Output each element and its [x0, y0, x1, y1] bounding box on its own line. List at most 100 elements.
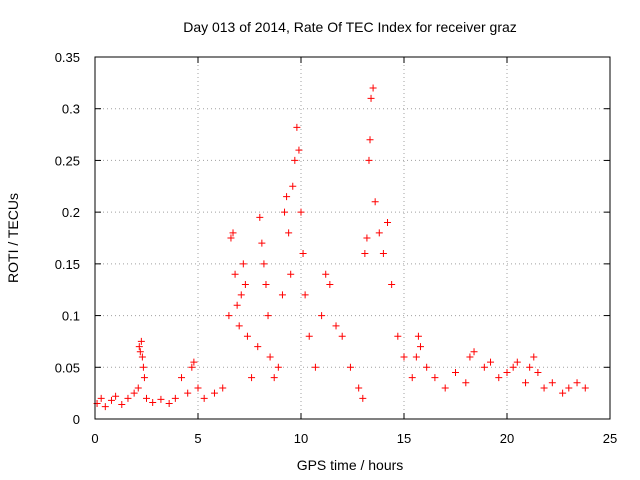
data-point: [359, 394, 367, 402]
data-point: [139, 363, 147, 371]
data-point: [466, 353, 474, 361]
data-point: [311, 363, 319, 371]
data-point: [136, 348, 144, 356]
data-point: [237, 291, 245, 299]
data-point: [365, 156, 373, 164]
y-tick-labels: 0 0.05 0.1 0.15 0.2 0.25 0.3 0.35: [55, 50, 80, 427]
data-point: [295, 146, 303, 154]
data-point: [291, 156, 299, 164]
data-point: [400, 353, 408, 361]
x-tick-label: 0: [91, 431, 98, 446]
data-point: [262, 281, 270, 289]
data-point: [431, 374, 439, 382]
data-point: [509, 363, 517, 371]
data-point: [414, 332, 422, 340]
data-point: [293, 123, 301, 131]
data-point: [287, 270, 295, 278]
x-tick-label: 20: [500, 431, 514, 446]
data-point: [200, 394, 208, 402]
x-tick-label: 5: [194, 431, 201, 446]
axis-ticks: [94, 56, 611, 420]
grid: [95, 57, 610, 419]
data-point: [134, 384, 142, 392]
x-tick-label: 15: [397, 431, 411, 446]
data-point: [101, 403, 109, 411]
data-point: [274, 363, 282, 371]
data-point: [143, 394, 150, 402]
data-point: [522, 379, 530, 387]
data-point: [495, 374, 503, 382]
x-tick-labels: 0 5 10 15 20 25: [91, 431, 617, 446]
data-point: [423, 363, 431, 371]
data-point: [124, 394, 132, 402]
plot-frame: [94, 56, 611, 420]
x-tick-label: 25: [603, 431, 617, 446]
data-point: [548, 379, 556, 387]
data-point: [112, 392, 120, 400]
data-point: [118, 401, 126, 409]
data-point: [375, 229, 383, 237]
data-point: [219, 384, 227, 392]
data-point: [194, 384, 202, 392]
data-point: [355, 384, 363, 392]
data-point: [305, 332, 313, 340]
data-point: [513, 358, 521, 366]
data-point: [256, 213, 264, 221]
data-point: [526, 363, 534, 371]
data-point: [441, 384, 449, 392]
data-point: [135, 343, 143, 351]
data-point: [285, 229, 293, 237]
data-point: [322, 270, 330, 278]
data-point: [408, 374, 416, 382]
data-point: [371, 198, 379, 206]
data-point: [297, 208, 305, 216]
data-point: [130, 389, 138, 397]
data-point: [107, 396, 115, 404]
data-point: [367, 94, 375, 102]
data-point: [178, 374, 186, 382]
y-tick-label: 0.15: [55, 257, 80, 272]
data-point: [188, 363, 196, 371]
y-tick-label: 0.1: [62, 309, 80, 324]
y-tick-label: 0.05: [55, 360, 80, 375]
data-point: [388, 281, 396, 289]
data-point: [573, 379, 581, 387]
data-point: [361, 250, 369, 258]
data-point: [470, 348, 478, 356]
data-point: [503, 368, 511, 376]
data-point: [534, 368, 542, 376]
data-point: [332, 322, 340, 330]
data-point: [299, 250, 307, 258]
data-point: [480, 363, 488, 371]
data-point: [149, 398, 157, 406]
data-point: [278, 291, 286, 299]
data-point: [338, 332, 346, 340]
data-point: [165, 399, 173, 407]
data-point: [565, 384, 573, 392]
data-point: [270, 374, 278, 382]
data-point: [157, 395, 165, 403]
data-point: [264, 312, 272, 320]
data-point: [487, 358, 495, 366]
data-point: [137, 337, 145, 345]
data-point: [559, 389, 567, 397]
data-point: [581, 384, 589, 392]
data-point: [416, 343, 424, 351]
data-point: [346, 363, 354, 371]
x-tick-label: 10: [294, 431, 308, 446]
data-point: [366, 136, 374, 144]
data-point: [412, 353, 420, 361]
data-point: [462, 379, 470, 387]
y-tick-label: 0.35: [55, 50, 80, 65]
data-point: [301, 291, 309, 299]
data-point: [266, 353, 274, 361]
data-point: [326, 281, 334, 289]
data-point: [283, 193, 291, 201]
data-point: [260, 260, 268, 268]
data-point: [241, 281, 249, 289]
data-point: [225, 312, 233, 320]
data-point: [239, 260, 247, 268]
data-point: [231, 270, 239, 278]
data-point: [540, 384, 548, 392]
